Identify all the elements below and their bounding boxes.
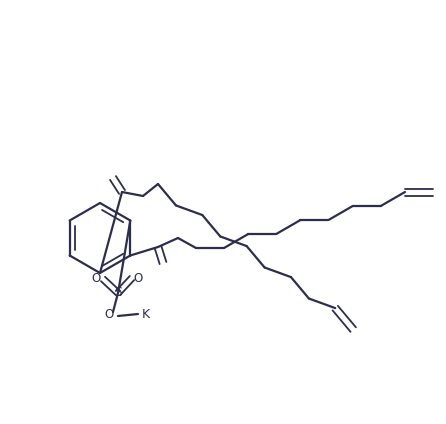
Text: K: K xyxy=(142,307,150,321)
Text: O: O xyxy=(133,271,143,285)
Text: O: O xyxy=(104,307,114,321)
Text: S: S xyxy=(114,287,122,299)
Text: O: O xyxy=(91,273,101,285)
